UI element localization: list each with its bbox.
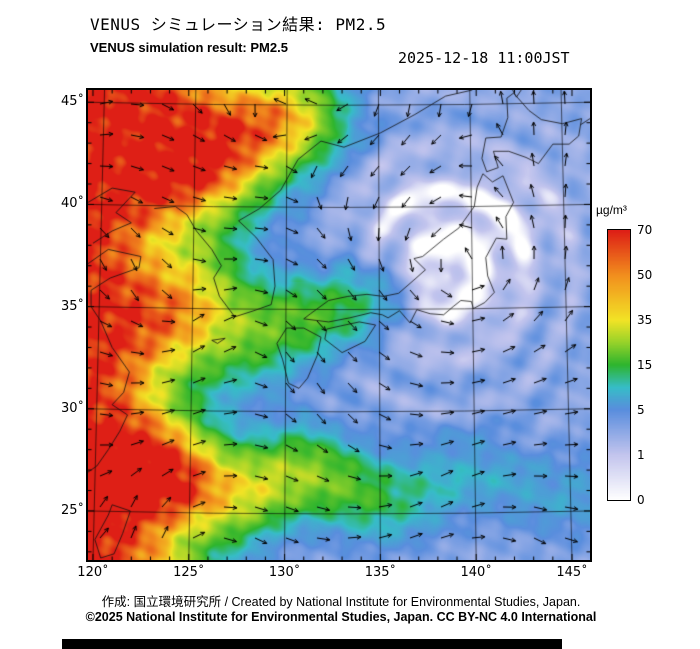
- colorbar: [607, 229, 631, 501]
- lon-tick-label: 120˚: [77, 565, 109, 580]
- credit-line: 作成: 国立環境研究所 / Created by National Instit…: [101, 595, 581, 609]
- lon-tick-label: 125˚: [173, 565, 205, 580]
- license-line: ©2025 National Institute for Environment…: [85, 610, 597, 624]
- lat-tick-label: 45˚: [60, 94, 84, 110]
- page-title-en: VENUS simulation result: PM2.5: [90, 40, 288, 55]
- colorbar-unit-label: µg/m³: [596, 203, 627, 217]
- colorbar-tick-label: 1: [637, 448, 645, 462]
- colorbar-tick-label: 70: [637, 223, 653, 237]
- lat-tick-label: 25˚: [60, 502, 84, 518]
- lon-tick-label: 145˚: [556, 565, 588, 580]
- timestamp: 2025-12-18 11:00JST: [398, 49, 570, 67]
- lat-tick-label: 30˚: [60, 400, 84, 416]
- map-plot: [86, 88, 592, 562]
- colorbar-tick-label: 50: [637, 268, 653, 282]
- page-title-jp: VENUS シミュレーション結果: PM2.5: [90, 15, 387, 34]
- lon-tick-label: 130˚: [268, 565, 301, 580]
- lat-tick-label: 35˚: [60, 298, 84, 314]
- colorbar-tick-label: 15: [637, 358, 653, 372]
- colorbar-gradient-canvas: [608, 230, 630, 500]
- bottom-bar: [62, 639, 562, 649]
- lon-tick-label: 140˚: [460, 565, 492, 580]
- colorbar-tick-label: 35: [637, 313, 653, 327]
- lon-tick-label: 135˚: [364, 565, 397, 580]
- colorbar-tick-label: 5: [637, 403, 645, 417]
- colorbar-tick-label: 0: [637, 493, 645, 507]
- lat-tick-label: 40˚: [60, 196, 84, 212]
- pm25-heatmap-canvas: [88, 90, 590, 560]
